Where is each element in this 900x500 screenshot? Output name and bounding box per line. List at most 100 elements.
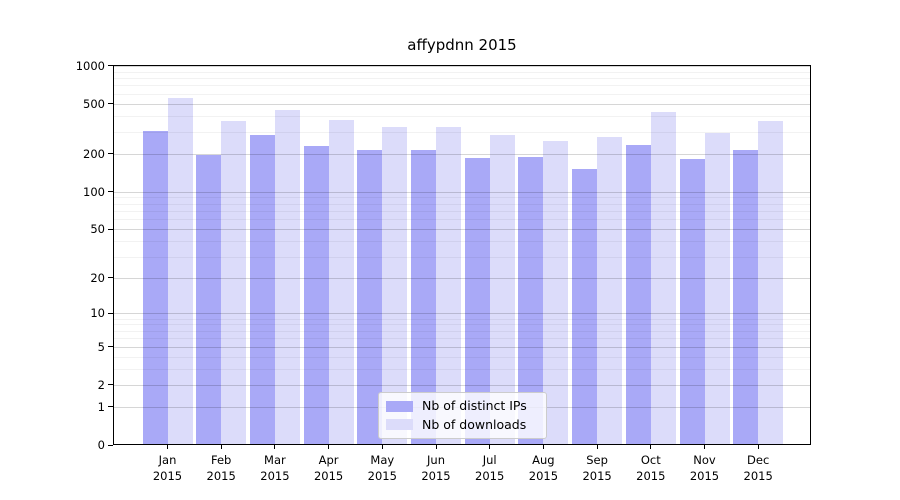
y-tick-label: 500	[83, 96, 105, 111]
x-tick-label-jan: Jan 2015	[152, 453, 183, 483]
y-tick-label: 10	[90, 306, 105, 321]
gridline-minor	[114, 330, 810, 332]
gridline-minor	[114, 93, 810, 95]
x-tick-mark	[274, 445, 276, 449]
gridline-major	[114, 346, 810, 348]
grid-layer	[114, 66, 810, 444]
plot-area	[113, 65, 811, 445]
gridline-minor	[114, 368, 810, 370]
gridline-minor	[114, 115, 810, 117]
bar-aug-nb-of-downloads	[543, 141, 569, 444]
gridline-major	[114, 66, 810, 67]
x-tick-label-jun: Jun 2015	[421, 453, 451, 483]
y-tick-mark	[108, 444, 113, 446]
x-tick-label-apr: Apr 2015	[313, 453, 344, 483]
legend-swatch-nb-of-downloads	[386, 419, 413, 431]
y-tick-mark	[108, 103, 113, 105]
gridline-minor	[114, 241, 810, 243]
gridline-minor	[114, 219, 810, 221]
bar-jan-nb-of-distinct-ips	[142, 130, 168, 444]
bar-apr-nb-of-distinct-ips	[303, 146, 329, 444]
y-tick-mark	[108, 228, 113, 230]
gridline-minor	[114, 211, 810, 212]
gridline-minor	[114, 356, 810, 358]
legend-item-nb-of-distinct-ips: Nb of distinct IPs	[386, 397, 538, 415]
chart-title: affypdnn 2015	[407, 36, 517, 54]
gridline-major	[114, 277, 810, 279]
x-tick-mark	[167, 445, 168, 449]
y-tick-label: 20	[90, 270, 105, 285]
x-tick-label-sep: Sep 2015	[582, 453, 612, 483]
bar-nov-nb-of-downloads	[704, 132, 730, 444]
legend-label: Nb of distinct IPs	[422, 398, 527, 414]
x-tick-label-oct: Oct 2015	[636, 453, 666, 483]
x-tick-mark	[704, 445, 705, 449]
y-tick-label: 2	[97, 377, 105, 392]
x-tick-label-may: May 2015	[367, 453, 397, 483]
x-tick-mark	[328, 445, 330, 449]
bar-sep-nb-of-downloads	[597, 137, 623, 444]
gridline-minor	[114, 197, 810, 199]
bars-layer	[114, 66, 810, 444]
x-tick-mark	[596, 445, 598, 449]
gridline-minor	[114, 338, 810, 340]
bar-apr-nb-of-downloads	[328, 119, 354, 444]
gridline-major	[114, 313, 810, 315]
y-tick-label: 0	[97, 438, 105, 452]
bar-feb-nb-of-distinct-ips	[196, 155, 222, 444]
x-tick-mark	[489, 445, 491, 449]
x-tick-mark	[435, 445, 437, 449]
bar-dec-nb-of-downloads	[758, 121, 784, 444]
legend: Nb of distinct IPs Nb of downloads	[378, 392, 547, 439]
gridline-major	[114, 191, 810, 193]
legend-item-nb-of-downloads: Nb of downloads	[386, 416, 538, 434]
x-tick-label-jul: Jul 2015	[475, 453, 505, 483]
x-tick-mark	[650, 445, 652, 449]
y-tick-label: 200	[83, 146, 105, 161]
gridline-minor	[114, 203, 810, 205]
gridline-major	[114, 229, 810, 231]
bar-dec-nb-of-distinct-ips	[733, 149, 759, 444]
gridline-minor	[114, 71, 810, 73]
x-tick-label-dec: Dec 2015	[743, 453, 773, 483]
y-tick-mark	[108, 153, 113, 155]
y-tick-label: 100	[83, 184, 105, 199]
y-tick-mark	[108, 406, 113, 408]
bar-mar-nb-of-downloads	[274, 109, 300, 444]
bar-jun-nb-of-downloads	[436, 126, 461, 444]
bar-mar-nb-of-distinct-ips	[249, 135, 275, 444]
gridline-minor	[114, 324, 810, 326]
y-tick-mark	[108, 65, 113, 67]
x-tick-label-nov: Nov 2015	[689, 453, 720, 483]
x-tick-label-mar: Mar 2015	[260, 453, 290, 483]
bar-jan-nb-of-downloads	[167, 98, 193, 444]
x-tick-mark	[757, 445, 759, 449]
legend-label: Nb of downloads	[422, 416, 527, 432]
x-tick-label-aug: Aug 2015	[528, 453, 559, 483]
y-tick-mark	[108, 277, 113, 279]
bar-oct-nb-of-distinct-ips	[625, 145, 651, 444]
gridline-minor	[114, 131, 810, 133]
bar-oct-nb-of-downloads	[650, 112, 676, 444]
y-tick-mark	[108, 191, 113, 193]
y-tick-label: 50	[90, 222, 105, 237]
bar-nov-nb-of-distinct-ips	[679, 158, 705, 444]
y-tick-mark	[108, 384, 113, 386]
gridline-major	[114, 384, 810, 386]
x-tick-label-feb: Feb 2015	[206, 453, 236, 483]
gridline-minor	[114, 77, 810, 79]
gridline-minor	[114, 256, 810, 258]
y-tick-mark	[108, 312, 113, 314]
y-tick-label: 1	[97, 399, 105, 414]
y-tick-label: 5	[97, 339, 105, 354]
x-tick-mark	[220, 445, 222, 449]
x-tick-mark	[542, 445, 544, 449]
gridline-major	[114, 103, 810, 105]
gridline-major	[114, 153, 810, 155]
x-tick-mark	[381, 445, 383, 449]
y-tick-label: 1000	[75, 58, 105, 73]
bar-feb-nb-of-downloads	[221, 121, 247, 444]
gridline-minor	[114, 85, 810, 87]
bar-sep-nb-of-distinct-ips	[572, 168, 598, 444]
